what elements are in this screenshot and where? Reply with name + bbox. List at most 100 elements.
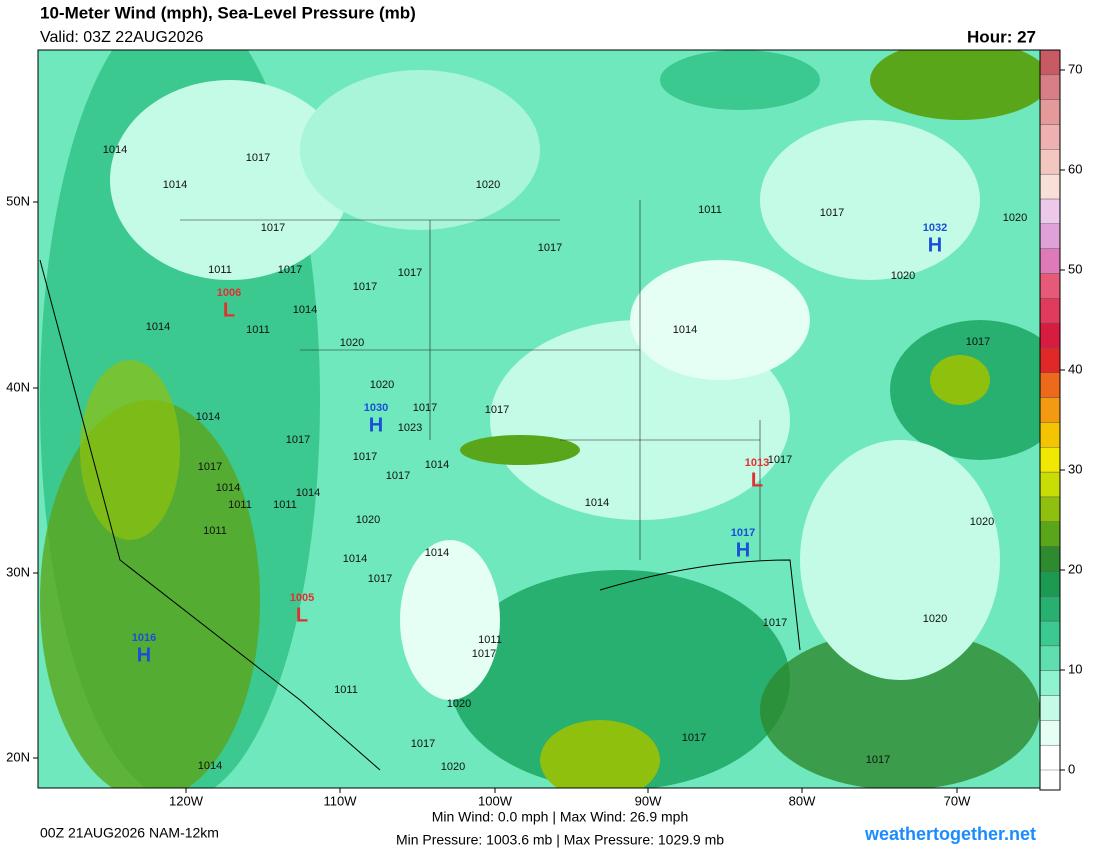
- isobar-label: 1014: [293, 304, 317, 316]
- map-background: [38, 50, 1040, 788]
- colorbar-tick-label: 0: [1068, 761, 1075, 776]
- isobar-label: 1017: [411, 738, 435, 750]
- pressure-range: Min Pressure: 1003.6 mb | Max Pressure: …: [396, 832, 724, 848]
- isobar-label: 1011: [208, 264, 232, 276]
- lon-label: 80W: [789, 793, 816, 808]
- lat-label: 50N: [6, 193, 30, 208]
- isobar-label: 1023: [398, 422, 422, 434]
- lat-label: 30N: [6, 564, 30, 579]
- isobar-label: 1020: [970, 516, 994, 528]
- model-run: 00Z 21AUG2026 NAM-12km: [40, 825, 219, 841]
- colorbar-band: [1039, 744, 1061, 771]
- center-letter: H: [928, 234, 942, 256]
- colorbar-band: [1039, 447, 1061, 473]
- colorbar-tick-label: 70: [1068, 61, 1082, 76]
- isobar-label: 1017: [353, 281, 377, 293]
- colorbar-frame: [1039, 49, 1061, 791]
- lon-label: 100W: [478, 793, 513, 808]
- isobar-label: 1011: [273, 499, 297, 511]
- isobar-label: 1017: [278, 264, 302, 276]
- isobar-label: 1011: [478, 634, 502, 646]
- isobar-label: 1020: [923, 613, 947, 625]
- isobar-label: 1017: [353, 451, 377, 463]
- isobar-label: 1020: [356, 514, 380, 526]
- isobar-label: 1020: [447, 698, 471, 710]
- isobar-label: 1011: [228, 499, 252, 511]
- colorbar-band: [1039, 223, 1061, 249]
- forecast-hour: Hour: 27: [967, 27, 1036, 46]
- isobar-label: 1017: [286, 434, 310, 446]
- colorbar-band: [1039, 347, 1061, 373]
- center-letter: L: [223, 299, 235, 321]
- isobar-label: 1014: [425, 459, 449, 471]
- isobar-label: 1014: [146, 321, 170, 333]
- isobar-label: 1017: [246, 152, 270, 164]
- colorbar-band: [1039, 571, 1061, 597]
- isobar-label: 1017: [538, 242, 562, 254]
- colorbar-tick-label: 20: [1068, 561, 1082, 576]
- lon-label: 110W: [324, 793, 358, 808]
- colorbar-tick-label: 30: [1068, 461, 1082, 476]
- colorbar-band: [1039, 546, 1061, 572]
- isobar-label: 1014: [296, 487, 320, 499]
- isobar-label: 1017: [398, 267, 422, 279]
- center-letter: H: [369, 414, 383, 436]
- center-letter: L: [296, 604, 308, 626]
- isobar-label: 1014: [198, 760, 222, 772]
- colorbar-band: [1039, 596, 1061, 622]
- isobar-label: 1014: [343, 553, 367, 565]
- colorbar-tick-label: 40: [1068, 361, 1082, 376]
- colorbar-band: [1039, 521, 1061, 547]
- colorbar-band: [1039, 496, 1061, 522]
- valid-time: Valid: 03Z 22AUG2026: [40, 29, 203, 46]
- colorbar-band: [1039, 273, 1061, 299]
- isobar-label: 1011: [334, 684, 358, 696]
- lat-label: 40N: [6, 379, 30, 394]
- center-pressure: 1016: [132, 632, 156, 644]
- isobar-label: 1020: [370, 379, 394, 391]
- isobar-label: 1017: [820, 207, 844, 219]
- colorbar-band: [1039, 422, 1061, 448]
- isobar-label: 1017: [413, 402, 437, 414]
- colorbar-tick-label: 60: [1068, 161, 1082, 176]
- isobar-label: 1014: [585, 497, 609, 509]
- colorbar-band: [1039, 49, 1061, 76]
- colorbar-tick-label: 50: [1068, 261, 1082, 276]
- colorbar-band: [1039, 298, 1061, 324]
- isobar-label: 1017: [763, 617, 787, 629]
- colorbar-band: [1039, 149, 1061, 175]
- lon-label: 70W: [944, 793, 971, 808]
- colorbar-band: [1039, 372, 1061, 398]
- colorbar-band: [1039, 695, 1061, 721]
- center-pressure: 1032: [923, 222, 947, 234]
- colorbar-band: [1039, 670, 1061, 696]
- isobar-label: 1014: [216, 482, 240, 494]
- isobar-label: 1014: [163, 179, 187, 191]
- center-pressure: 1030: [364, 402, 388, 414]
- isobar-label: 1020: [340, 337, 364, 349]
- isobar-label: 1020: [441, 761, 465, 773]
- colorbar: 0 10 20 30 40 50 60 70: [1039, 49, 1082, 791]
- isobar-label: 1014: [673, 324, 697, 336]
- lon-label: 90W: [635, 793, 662, 808]
- center-pressure: 1017: [731, 527, 755, 539]
- isobar-label: 1017: [472, 648, 496, 660]
- center-letter: H: [137, 644, 151, 666]
- colorbar-band: [1039, 322, 1061, 349]
- title: 10-Meter Wind (mph), Sea-Level Pressure …: [40, 3, 416, 22]
- colorbar-tick-label: 10: [1068, 661, 1082, 676]
- isobar-label: 1011: [698, 204, 722, 216]
- isobar-label: 1017: [682, 732, 706, 744]
- colorbar-band: [1039, 74, 1061, 100]
- colorbar-band: [1039, 620, 1061, 647]
- center-letter: H: [736, 539, 750, 561]
- isobar-label: 1017: [866, 754, 890, 766]
- isobar-label: 1011: [246, 324, 270, 336]
- isobar-label: 1017: [368, 573, 392, 585]
- isobar-label: 1014: [425, 547, 449, 559]
- center-pressure: 1006: [217, 287, 241, 299]
- isobar-label: 1011: [203, 525, 227, 537]
- isobar-label: 1014: [103, 144, 127, 156]
- center-pressure: 1005: [290, 592, 314, 604]
